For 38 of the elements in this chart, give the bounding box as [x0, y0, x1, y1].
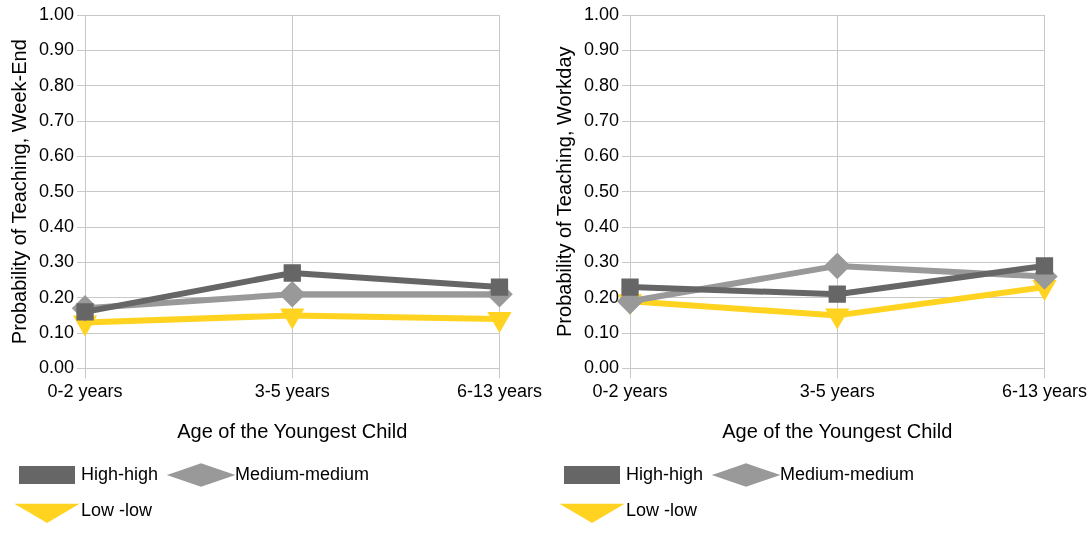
legend-label: Low -low	[81, 499, 154, 520]
y-tick-label: 0.40	[583, 216, 620, 237]
x-tick-label: 0-2 years	[47, 381, 123, 402]
y-tick-label: 0.80	[583, 74, 620, 95]
x-axis-title: Age of the Youngest Child	[722, 419, 953, 442]
y-tick-label: 0.10	[38, 322, 75, 343]
y-tick-label: 0.80	[38, 74, 75, 95]
legend-label: High-high	[81, 463, 159, 484]
y-tick-label: 0.70	[38, 109, 75, 130]
y-tick-label: 0.70	[583, 109, 620, 130]
x-tick-label: 6-13 years	[1001, 381, 1087, 402]
y-tick-label: 0.20	[583, 286, 620, 307]
y-tick-label: 0.90	[583, 39, 620, 60]
y-tick-label: 0.60	[583, 145, 620, 166]
x-axis-title: Age of the Youngest Child	[177, 419, 408, 442]
y-tick-label: 0.00	[38, 357, 75, 378]
y-tick-label: 0.10	[583, 322, 620, 343]
legend-label: Medium-medium	[235, 463, 370, 484]
x-tick-label: 3-5 years	[254, 381, 330, 402]
y-tick-label: 0.00	[583, 357, 620, 378]
y-tick-label: 0.50	[38, 180, 75, 201]
legend-label: Medium-medium	[780, 463, 915, 484]
y-tick-label: 0.40	[38, 216, 75, 237]
x-tick-label: 6-13 years	[456, 381, 542, 402]
y-tick-label: 0.30	[38, 251, 75, 272]
legend-label: Low -low	[626, 499, 699, 520]
y-tick-label: 1.00	[583, 3, 620, 24]
y-tick-label: 0.20	[38, 286, 75, 307]
y-tick-label: 0.60	[38, 145, 75, 166]
x-tick-label: 0-2 years	[592, 381, 668, 402]
y-axis-title: Probability of Teaching, Workday	[552, 46, 575, 337]
y-tick-label: 0.90	[38, 39, 75, 60]
y-axis-title: Probability of Teaching, Week-End	[7, 39, 30, 345]
x-tick-label: 3-5 years	[799, 381, 875, 402]
legend-label: High-high	[626, 463, 704, 484]
y-tick-label: 0.50	[583, 180, 620, 201]
y-tick-label: 1.00	[38, 3, 75, 24]
y-tick-label: 0.30	[583, 251, 620, 272]
